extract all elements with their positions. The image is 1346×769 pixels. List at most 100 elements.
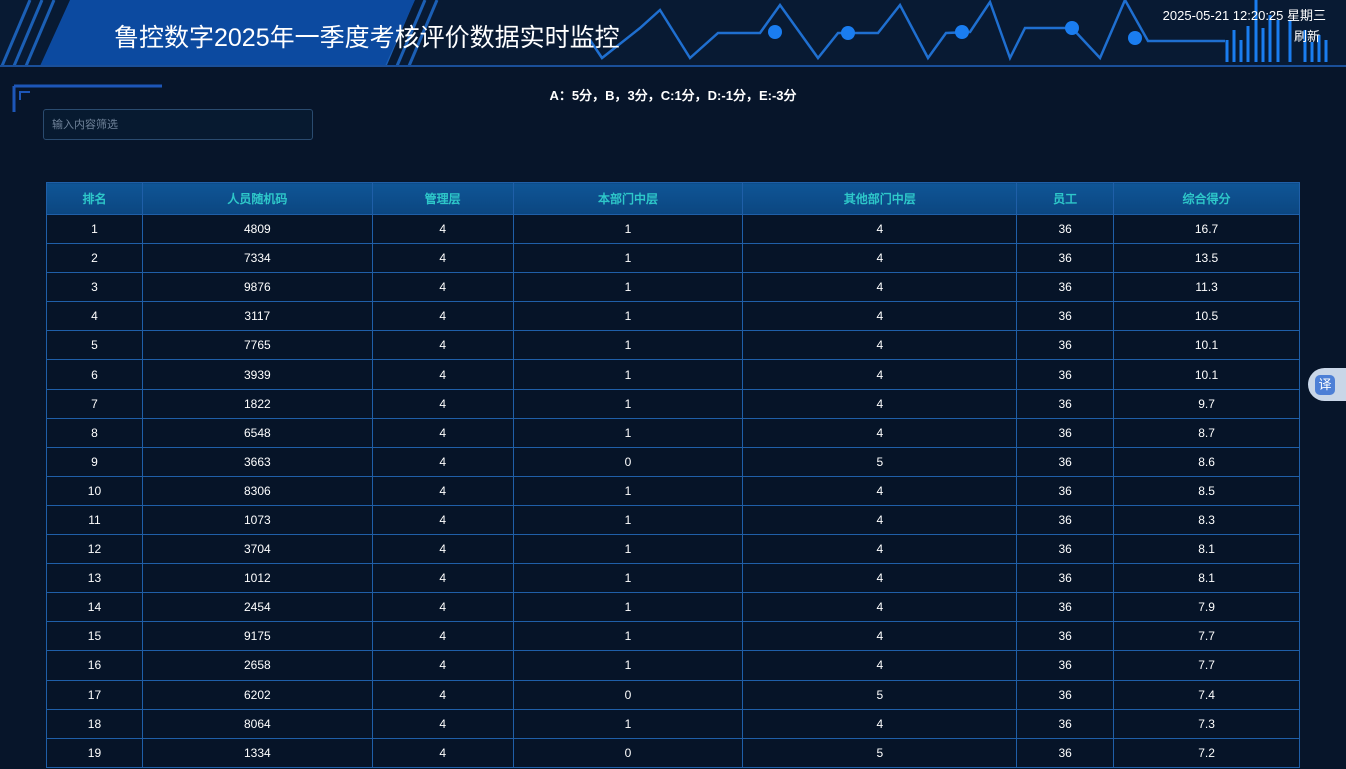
column-header: 排名 bbox=[46, 182, 143, 215]
table-row: 9 3663 4 0 5 36 8.6 bbox=[46, 446, 1300, 477]
table-cell: 1 bbox=[512, 592, 744, 623]
table-cell: 4 bbox=[742, 563, 1018, 594]
table-cell: 36 bbox=[1016, 563, 1115, 594]
table-cell: 1 bbox=[512, 708, 744, 739]
table-cell: 1 bbox=[512, 330, 744, 361]
table-cell: 7334 bbox=[141, 243, 373, 274]
translate-button[interactable]: 译 bbox=[1308, 368, 1346, 401]
table-cell: 4 bbox=[371, 504, 514, 536]
table-cell: 7.9 bbox=[1113, 592, 1300, 623]
table-cell: 14 bbox=[46, 592, 143, 623]
table-cell: 36 bbox=[1016, 737, 1115, 768]
table-row: 12 3704 4 1 4 36 8.1 bbox=[46, 534, 1300, 565]
table-cell: 0 bbox=[512, 679, 744, 710]
table-row: 8 6548 4 1 4 36 8.7 bbox=[46, 417, 1300, 448]
table-cell: 1 bbox=[512, 301, 744, 332]
table-cell: 8064 bbox=[141, 708, 373, 739]
table-row: 10 8306 4 1 4 36 8.5 bbox=[46, 475, 1300, 506]
table-cell: 4 bbox=[371, 446, 514, 477]
table-cell: 4 bbox=[742, 621, 1018, 652]
table-row: 6 3939 4 1 4 36 10.1 bbox=[46, 359, 1300, 390]
table-cell: 4 bbox=[742, 650, 1018, 681]
table-cell: 4 bbox=[371, 301, 514, 332]
table-cell: 4 bbox=[742, 388, 1018, 419]
table-row: 14 2454 4 1 4 36 7.9 bbox=[46, 592, 1300, 623]
table-row: 17 6202 4 0 5 36 7.4 bbox=[46, 679, 1300, 710]
score-legend: A：5分，B，3分，C:1分，D:-1分，E:-3分 bbox=[549, 88, 797, 103]
table-cell: 10 bbox=[46, 475, 143, 506]
table-cell: 36 bbox=[1016, 301, 1115, 332]
table-cell: 8.6 bbox=[1113, 446, 1300, 477]
table-cell: 1 bbox=[512, 243, 744, 274]
table-row: 1 4809 4 1 4 36 16.7 bbox=[46, 213, 1300, 245]
table-row: 4 3117 4 1 4 36 10.5 bbox=[46, 301, 1300, 332]
table-cell: 4 bbox=[371, 330, 514, 361]
table-cell: 4 bbox=[742, 417, 1018, 448]
table-cell: 36 bbox=[1016, 708, 1115, 739]
table-cell: 4 bbox=[371, 650, 514, 681]
column-header: 员工 bbox=[1016, 182, 1115, 215]
table-cell: 1 bbox=[512, 417, 744, 448]
table-cell: 4 bbox=[742, 330, 1018, 361]
table-cell: 13.5 bbox=[1113, 243, 1300, 274]
table-row: 11 1073 4 1 4 36 8.3 bbox=[46, 504, 1300, 536]
table-cell: 4 bbox=[371, 621, 514, 652]
table-cell: 36 bbox=[1016, 330, 1115, 361]
table-cell: 19 bbox=[46, 737, 143, 768]
column-header: 其他部门中层 bbox=[742, 182, 1018, 215]
table-cell: 10.5 bbox=[1113, 301, 1300, 332]
table-cell: 1073 bbox=[141, 504, 373, 536]
table-row: 3 9876 4 1 4 36 11.3 bbox=[46, 272, 1300, 303]
refresh-button[interactable]: 刷新 bbox=[1293, 29, 1320, 44]
table-cell: 2658 bbox=[141, 650, 373, 681]
page-title: 鲁控数字2025年一季度考核评价数据实时监控 bbox=[114, 24, 620, 52]
table-cell: 4 bbox=[742, 708, 1018, 739]
filter-input[interactable] bbox=[43, 109, 313, 140]
table-cell: 7.4 bbox=[1113, 679, 1300, 710]
table-cell: 1 bbox=[512, 621, 744, 652]
table-cell: 7.2 bbox=[1113, 737, 1300, 768]
table-row: 18 8064 4 1 4 36 7.3 bbox=[46, 708, 1300, 739]
table-row: 16 2658 4 1 4 36 7.7 bbox=[46, 650, 1300, 681]
table-cell: 8.5 bbox=[1113, 475, 1300, 506]
table-cell: 17 bbox=[46, 679, 143, 710]
table-cell: 6548 bbox=[141, 417, 373, 448]
table-cell: 36 bbox=[1016, 621, 1115, 652]
table-cell: 5 bbox=[46, 330, 143, 361]
table-cell: 2 bbox=[46, 243, 143, 274]
column-header: 综合得分 bbox=[1113, 182, 1300, 215]
table-cell: 4 bbox=[742, 475, 1018, 506]
table-cell: 4809 bbox=[141, 213, 373, 245]
table-cell: 4 bbox=[742, 534, 1018, 565]
table-cell: 8.7 bbox=[1113, 417, 1300, 448]
header-decoration bbox=[0, 0, 1328, 65]
table-cell: 0 bbox=[512, 737, 744, 768]
translate-icon: 译 bbox=[1315, 375, 1335, 395]
table-cell: 4 bbox=[742, 213, 1018, 245]
table-row: 2 7334 4 1 4 36 13.5 bbox=[46, 243, 1300, 274]
table-cell: 9.7 bbox=[1113, 388, 1300, 419]
table-cell: 1 bbox=[512, 563, 744, 594]
column-header: 人员随机码 bbox=[141, 182, 373, 215]
table-cell: 6202 bbox=[141, 679, 373, 710]
table-cell: 4 bbox=[742, 272, 1018, 303]
table-cell: 4 bbox=[371, 534, 514, 565]
table-cell: 3663 bbox=[141, 446, 373, 477]
table-row: 5 7765 4 1 4 36 10.1 bbox=[46, 330, 1300, 361]
table-cell: 1 bbox=[512, 213, 744, 245]
table-cell: 11 bbox=[46, 504, 143, 536]
table-cell: 1 bbox=[512, 504, 744, 536]
table-cell: 1 bbox=[512, 534, 744, 565]
table-cell: 36 bbox=[1016, 417, 1115, 448]
table-cell: 4 bbox=[371, 475, 514, 506]
table-cell: 16 bbox=[46, 650, 143, 681]
table-cell: 7.3 bbox=[1113, 708, 1300, 739]
column-header: 管理层 bbox=[371, 182, 514, 215]
table-cell: 36 bbox=[1016, 388, 1115, 419]
table-cell: 10.1 bbox=[1113, 330, 1300, 361]
table-cell: 1 bbox=[512, 650, 744, 681]
table-cell: 4 bbox=[371, 737, 514, 768]
table-cell: 36 bbox=[1016, 475, 1115, 506]
table-cell: 7765 bbox=[141, 330, 373, 361]
table-cell: 1 bbox=[512, 272, 744, 303]
